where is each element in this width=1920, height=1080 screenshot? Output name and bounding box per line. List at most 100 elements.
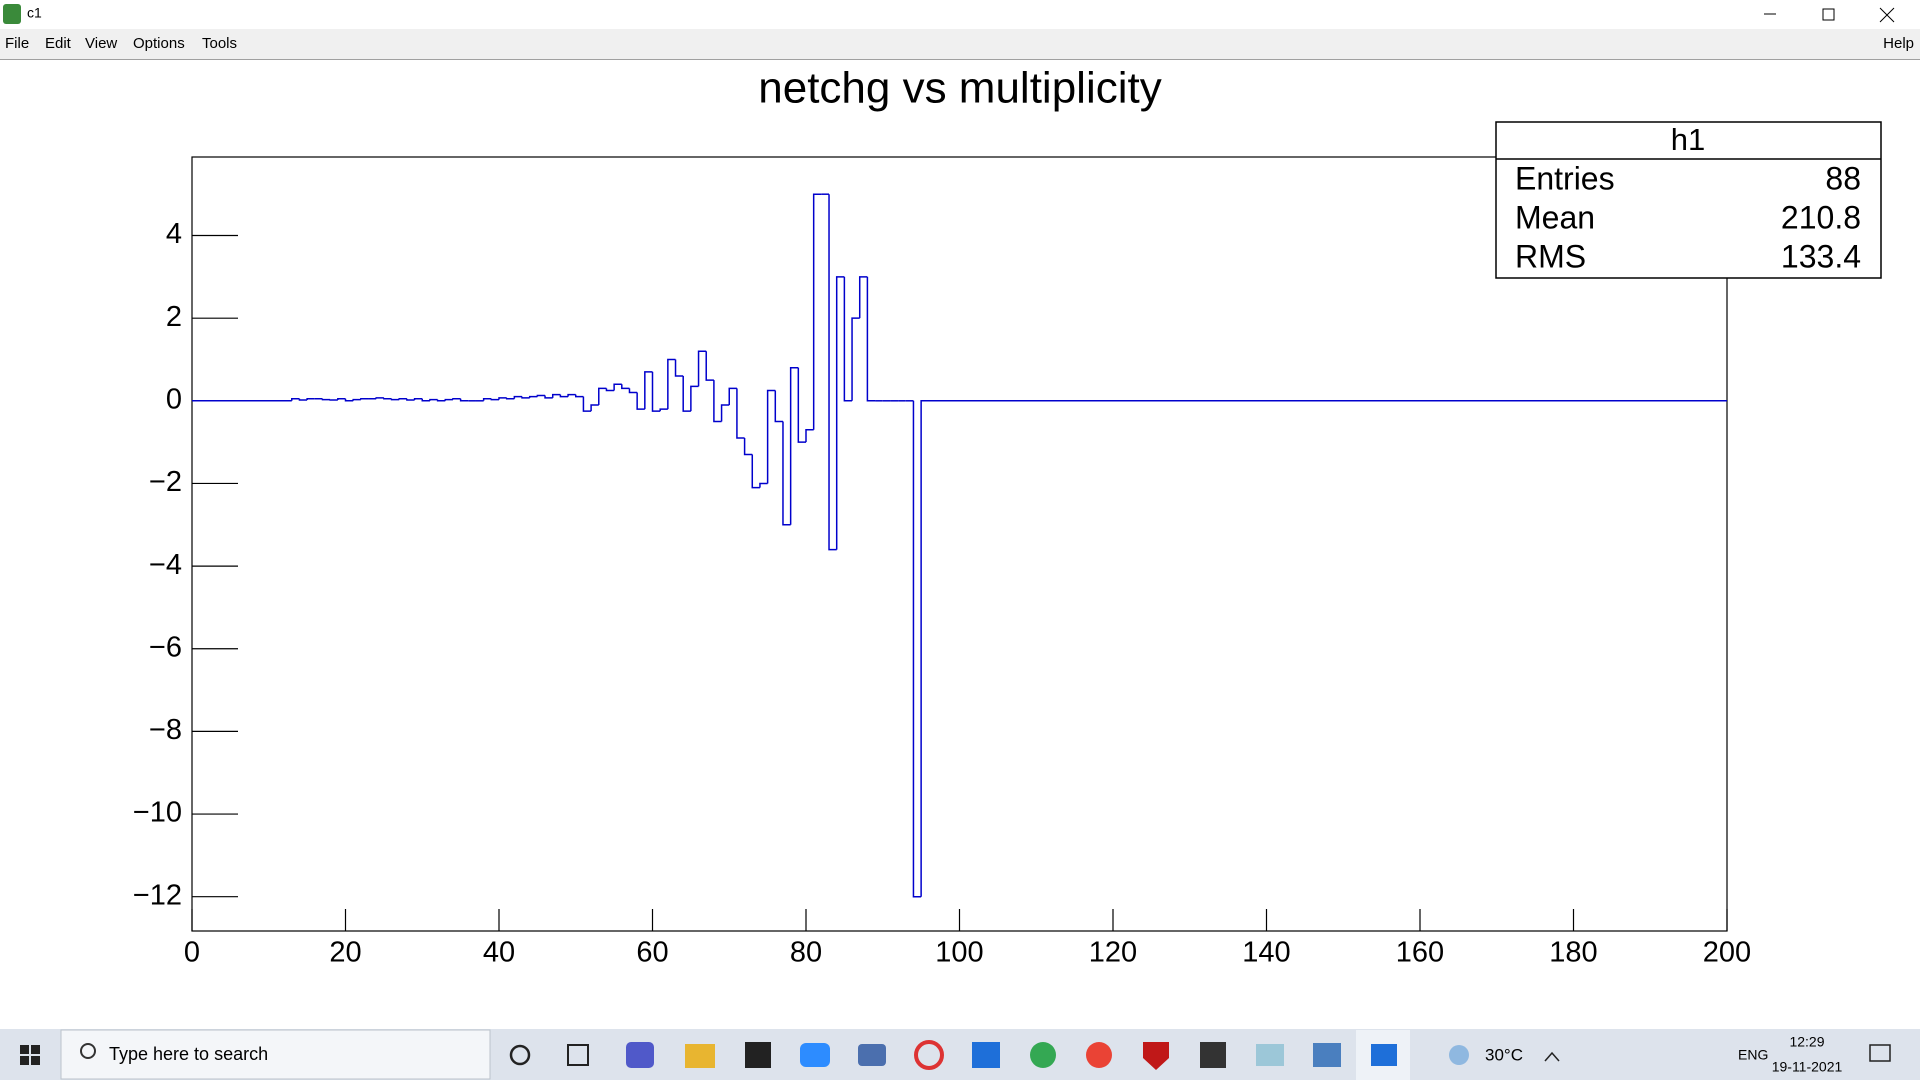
histogram-bin	[567, 393, 576, 397]
histogram-bin	[383, 397, 392, 400]
histogram-bin	[835, 276, 845, 550]
chrome-icon[interactable]	[1030, 1042, 1056, 1068]
histogram-bin	[551, 393, 561, 398]
histogram-bin	[298, 398, 308, 401]
histogram-bin	[674, 359, 684, 377]
y-tick-label: −12	[133, 879, 182, 911]
app-icon[interactable]	[1256, 1044, 1284, 1066]
restore-button[interactable]	[1822, 8, 1835, 21]
language[interactable]: ENG	[1738, 1047, 1768, 1063]
histogram-bin	[528, 395, 538, 398]
histogram-bin	[866, 276, 876, 402]
menu-edit[interactable]: Edit	[45, 35, 72, 52]
weather-icon	[1449, 1045, 1469, 1065]
histogram-bin	[429, 398, 438, 401]
clock-time[interactable]: 12:29	[1789, 1034, 1824, 1050]
menu-help[interactable]: Help	[1883, 35, 1914, 52]
menu-bar	[0, 29, 1920, 59]
histogram-bin	[360, 397, 369, 400]
start-button[interactable]	[20, 1045, 40, 1065]
x-tick-label: 160	[1396, 937, 1444, 969]
app-icon[interactable]	[745, 1042, 771, 1068]
notifications[interactable]	[1869, 1044, 1891, 1062]
histogram-bin	[736, 388, 745, 439]
search-icon	[80, 1043, 96, 1059]
weather[interactable]: 30°C	[1485, 1045, 1523, 1064]
histogram-bin	[751, 454, 760, 489]
app-icon[interactable]	[1313, 1043, 1341, 1067]
histogram-bin	[337, 397, 346, 400]
stats-label: Entries	[1515, 160, 1615, 196]
histogram-bin	[728, 387, 737, 405]
close-button[interactable]	[1879, 7, 1895, 23]
y-tick-label: −4	[149, 549, 182, 581]
x-tick-label: 20	[329, 937, 361, 969]
histogram-bin	[920, 400, 1727, 897]
camera-icon[interactable]	[858, 1044, 886, 1066]
stats-name: h1	[1671, 122, 1705, 157]
menu-tools[interactable]: Tools	[202, 35, 237, 52]
recorder-icon[interactable]	[914, 1040, 944, 1070]
clock-date[interactable]: 19-11-2021	[1772, 1059, 1843, 1075]
tray-chevron[interactable]	[1544, 1051, 1560, 1062]
histogram-bin	[851, 317, 860, 401]
histogram-bin	[436, 399, 446, 402]
x-tick-label: 180	[1549, 937, 1597, 969]
histogram-bin	[713, 380, 722, 423]
mcafee-icon[interactable]	[1143, 1042, 1169, 1070]
app-icon	[3, 4, 21, 24]
stats-label: RMS	[1515, 238, 1586, 274]
stats-value: 210.8	[1781, 199, 1861, 235]
y-tick-label: 2	[166, 301, 182, 333]
y-tick-label: −8	[149, 714, 182, 746]
search-placeholder[interactable]: Type here to search	[109, 1044, 268, 1064]
histogram-bin	[636, 392, 645, 410]
histogram-bin	[659, 408, 668, 412]
y-tick-label: −2	[149, 466, 182, 498]
histogram-bin	[291, 397, 300, 401]
histogram-bin	[759, 482, 768, 488]
histogram-bin	[812, 193, 822, 430]
cortana-button[interactable]	[509, 1044, 531, 1066]
histogram-bin	[352, 398, 361, 401]
x-tick-label: 100	[935, 937, 983, 969]
chart-title: netchg vs multiplicity	[758, 64, 1161, 113]
calendar-icon[interactable]	[972, 1042, 1000, 1068]
explorer-icon[interactable]	[685, 1044, 715, 1068]
histogram-bin	[782, 421, 791, 526]
x-tick-label: 200	[1703, 937, 1751, 969]
menu-view[interactable]: View	[85, 35, 117, 52]
histogram-bin	[544, 395, 553, 399]
y-tick-label: −10	[133, 797, 182, 829]
zoom-icon[interactable]	[800, 1043, 830, 1067]
histogram-bin	[690, 385, 699, 412]
task-view-button[interactable]	[567, 1044, 589, 1066]
teams-icon[interactable]	[626, 1042, 654, 1068]
stats-value: 133.4	[1781, 238, 1861, 274]
histogram-bin	[843, 276, 853, 402]
chrome-icon[interactable]	[1086, 1042, 1112, 1068]
histogram-bin	[505, 397, 515, 400]
histogram-bin	[621, 384, 630, 390]
histogram-bin	[521, 396, 530, 399]
stats-box	[1495, 121, 1882, 279]
histogram-bin	[651, 371, 661, 412]
stats-value: 88	[1825, 160, 1861, 196]
histogram-bin	[390, 398, 400, 401]
histogram-bin	[682, 376, 691, 412]
menu-file[interactable]: File	[5, 35, 29, 52]
whatsapp-icon[interactable]	[1200, 1042, 1226, 1068]
search-box[interactable]	[60, 1029, 491, 1080]
histogram-bin	[459, 398, 469, 402]
x-tick-label: 60	[636, 937, 668, 969]
histogram-bin	[667, 358, 676, 410]
histogram-bin	[774, 390, 783, 423]
histogram-bin	[375, 397, 384, 399]
title-bar	[0, 0, 1920, 29]
menu-options[interactable]: Options	[133, 35, 185, 52]
y-tick-label: −6	[149, 631, 182, 663]
histogram-bin	[590, 404, 599, 412]
histogram-bin	[344, 398, 354, 402]
